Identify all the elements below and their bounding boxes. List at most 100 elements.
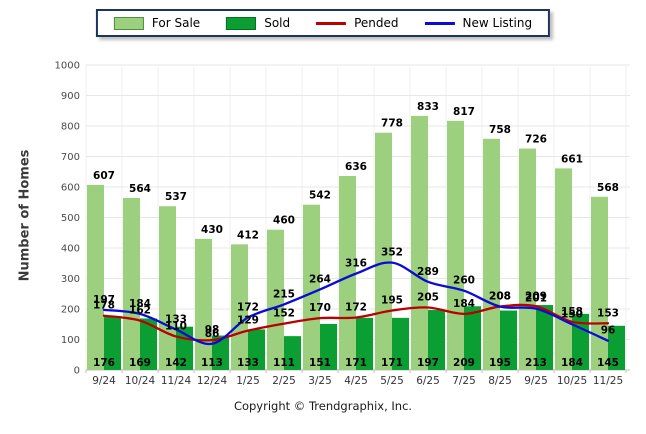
sold-bar	[320, 323, 337, 370]
pended-value-label: 129	[237, 315, 259, 327]
forsale-value-label: 636	[345, 161, 367, 173]
pended-value-label: 110	[165, 320, 187, 332]
pended-value-label: 178	[93, 300, 115, 312]
pended-value-label: 162	[129, 305, 151, 317]
forsale-value-label: 564	[129, 183, 151, 195]
sold-value-label: 171	[345, 357, 367, 369]
newlisting-value-label: 197	[93, 294, 115, 306]
sold-bar	[212, 335, 229, 370]
pended-value-label: 209	[525, 290, 547, 302]
forsale-value-label: 460	[273, 215, 295, 227]
pended-value-label: 184	[453, 298, 475, 310]
pended-value-label: 158	[561, 306, 583, 318]
sold-value-label: 171	[381, 357, 403, 369]
legend-label: For Sale	[151, 16, 201, 30]
sold-value-label: 197	[417, 357, 439, 369]
y-tick-label: 300	[61, 274, 80, 285]
pended-value-label: 152	[273, 308, 295, 320]
legend-item-for-sale: For Sale	[113, 16, 201, 30]
forsale-value-label: 412	[237, 229, 259, 241]
sold-value-label: 113	[201, 357, 223, 369]
forsale-value-label: 817	[453, 106, 475, 118]
pended-value-label: 153	[597, 307, 619, 319]
pended-value-label: 98	[205, 324, 220, 336]
sold-value-label: 195	[489, 357, 511, 369]
forsale-bar	[519, 148, 536, 370]
newlisting-value-label: 201	[525, 293, 547, 305]
y-tick-label: 0	[74, 366, 80, 377]
sold-swatch-icon	[226, 16, 257, 30]
x-tick-label: 9/25	[524, 375, 548, 387]
sold-bar	[464, 306, 481, 370]
legend-item-new-listing: New Listing	[424, 16, 533, 30]
sold-bar	[284, 336, 301, 370]
y-tick-label: 700	[61, 152, 80, 163]
x-tick-label: 6/25	[416, 375, 440, 387]
forsale-bar	[231, 244, 248, 370]
forsale-value-label: 542	[309, 190, 331, 202]
x-tick-label: 2/25	[272, 375, 296, 387]
forsale-bar	[159, 206, 176, 370]
newlisting-line	[102, 261, 610, 346]
y-tick-label: 1000	[55, 61, 80, 72]
sold-bar	[428, 309, 445, 370]
forsale-value-label: 568	[597, 182, 619, 194]
legend-label: Sold	[264, 16, 291, 30]
y-tick-label: 400	[61, 244, 80, 255]
newlisting-value-label: 150	[561, 308, 583, 320]
for-sale-swatch-icon	[113, 16, 144, 30]
y-tick-label: 200	[61, 305, 80, 316]
x-tick-label: 12/24	[197, 375, 228, 387]
y-tick-label: 100	[61, 335, 80, 346]
forsale-value-label: 537	[165, 191, 187, 203]
sold-bar	[572, 313, 589, 370]
forsale-value-label: 758	[489, 124, 511, 136]
sold-value-label: 184	[561, 357, 583, 369]
forsale-bar	[411, 115, 428, 370]
sold-value-label: 111	[273, 357, 295, 369]
sold-bar	[140, 318, 157, 370]
y-tick-label: 800	[61, 122, 80, 133]
chart-legend: For Sale Sold Pended New Listing	[95, 9, 551, 37]
forsale-value-label: 726	[525, 134, 547, 146]
sold-value-label: 213	[525, 357, 547, 369]
forsale-bar	[591, 196, 608, 370]
legend-label: New Listing	[462, 16, 533, 30]
newlisting-value-label: 184	[129, 298, 151, 310]
sold-value-label: 145	[597, 357, 619, 369]
x-tick-label: 4/25	[344, 375, 368, 387]
pended-value-label: 208	[489, 291, 511, 303]
forsale-value-label: 778	[381, 118, 403, 130]
sold-value-label: 169	[129, 357, 151, 369]
x-tick-label: 10/24	[125, 375, 156, 387]
y-tick-label: 900	[61, 91, 80, 102]
newlisting-value-label: 96	[601, 325, 616, 337]
x-tick-label: 3/25	[308, 375, 332, 387]
sold-bar	[356, 317, 373, 370]
sold-value-label: 142	[165, 357, 187, 369]
newlisting-value-label: 133	[165, 313, 187, 325]
forsale-bar	[483, 138, 500, 370]
new-listing-line-swatch-icon	[424, 21, 455, 25]
newlisting-value-label: 316	[345, 258, 367, 270]
forsale-bar	[267, 229, 284, 370]
sold-bar	[608, 325, 625, 370]
newlisting-value-label: 352	[381, 247, 403, 259]
sold-value-label: 151	[309, 357, 331, 369]
forsale-bar	[555, 168, 572, 370]
legend-item-sold: Sold	[226, 16, 290, 30]
sold-bar	[500, 310, 517, 370]
forsale-bar	[123, 197, 140, 370]
newlisting-value-label: 86	[205, 328, 220, 340]
forsale-value-label: 661	[561, 153, 583, 165]
forsale-bar	[195, 238, 212, 370]
forsale-bar	[87, 184, 104, 370]
pended-line-swatch-icon	[316, 21, 347, 25]
y-tick-label: 500	[61, 213, 80, 224]
x-tick-label: 10/25	[557, 375, 587, 387]
sold-bar	[248, 329, 265, 370]
newlisting-value-label: 289	[417, 266, 439, 278]
forsale-value-label: 430	[201, 224, 223, 236]
x-tick-label: 8/25	[488, 375, 512, 387]
